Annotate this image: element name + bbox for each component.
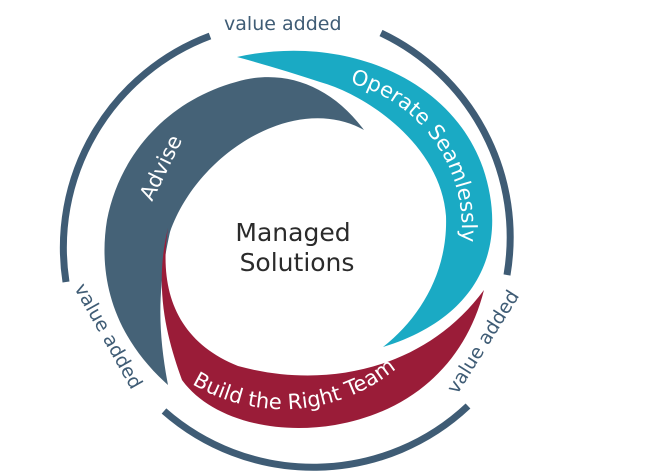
- value-added-label-top: value added: [224, 13, 342, 35]
- outer-ring-arc-bottom: [161, 403, 471, 471]
- outer-ring-arc-right: [379, 29, 514, 276]
- value-added-top-path: value added: [224, 13, 342, 35]
- center-title-line1: Managed: [235, 218, 350, 247]
- segment-operate: [237, 50, 493, 347]
- outer-ring-arc-left: [59, 32, 212, 283]
- segment-advise: [104, 77, 365, 385]
- segment-build-team: [161, 228, 484, 429]
- center-title-line2: Solutions: [240, 248, 355, 277]
